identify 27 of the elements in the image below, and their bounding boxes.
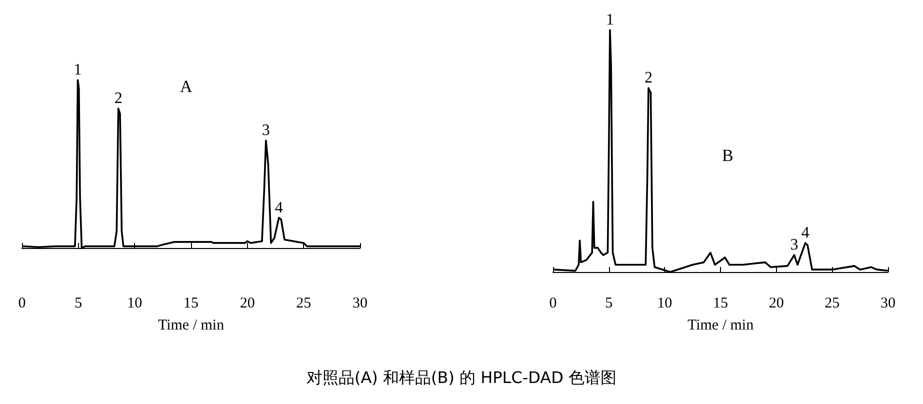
annotation: 4 bbox=[801, 224, 810, 242]
annotation: 4 bbox=[274, 199, 283, 216]
annotation: 1 bbox=[74, 62, 82, 78]
annotation: B bbox=[722, 146, 734, 165]
x-tick-label: 5 bbox=[74, 296, 82, 312]
annotation: 3 bbox=[790, 236, 798, 254]
text: 对照品(A) 和样品(B) 的 HPLC-DAD 色谱图 bbox=[305, 368, 618, 389]
annotation: A bbox=[180, 77, 193, 96]
x-tick-label: 20 bbox=[240, 296, 255, 312]
annotation: 1 bbox=[606, 12, 614, 28]
x-tick-label: 10 bbox=[127, 296, 142, 312]
x-tick-label: 15 bbox=[713, 296, 728, 312]
x-tick-label: 25 bbox=[824, 296, 840, 312]
x-tick-label: 15 bbox=[184, 296, 198, 312]
x-tick-label: 0 bbox=[549, 296, 557, 312]
x-axis-title: Time / min bbox=[687, 318, 754, 334]
x-tick-label: 30 bbox=[352, 296, 368, 312]
x-tick-label: 30 bbox=[880, 296, 896, 312]
x-tick-label: 20 bbox=[768, 296, 784, 312]
annotation: 3 bbox=[262, 122, 270, 139]
x-tick-label: 10 bbox=[657, 296, 672, 312]
x-tick-label: 25 bbox=[296, 296, 312, 312]
annotation: 2 bbox=[644, 70, 652, 87]
x-tick-label: 5 bbox=[605, 296, 613, 312]
x-tick-label: 0 bbox=[18, 296, 26, 312]
annotation: 2 bbox=[114, 90, 122, 108]
x-axis-title: Time / min bbox=[158, 318, 225, 334]
